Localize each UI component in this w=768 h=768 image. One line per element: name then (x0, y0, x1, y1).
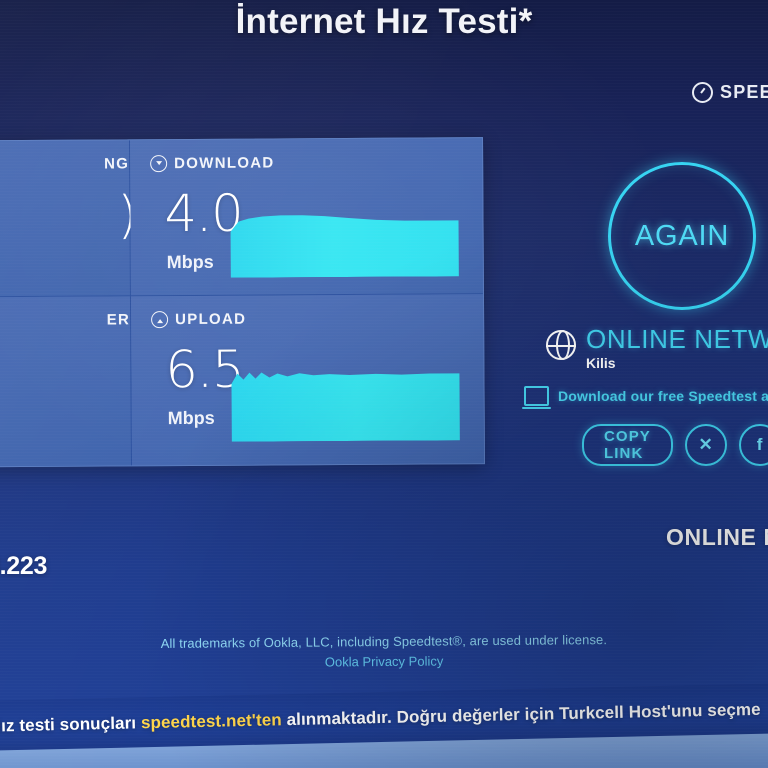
speedtest-logo-text: SPEEDTEST (720, 82, 768, 102)
download-app-link-label: Download our free Speedtest app (558, 388, 768, 404)
upload-label: UPLOAD (175, 310, 247, 329)
download-heading: DOWNLOAD (150, 153, 482, 173)
download-label: DOWNLOAD (174, 154, 275, 173)
download-arrow-icon (150, 155, 168, 173)
ip-address: 8.223 (0, 552, 48, 580)
download-app-link[interactable]: Download our free Speedtest app (522, 386, 768, 409)
connection-provider[interactable]: ONLINE NETWOR Kilis (545, 324, 768, 372)
page-title: İnternet Hız Testi* (235, 2, 533, 41)
speedtest-gauge-icon (692, 82, 713, 103)
disclaimer-highlight: speedtest.net'ten (140, 710, 282, 733)
share-controls: COPY LINK ✕ f (582, 424, 768, 466)
result-cell-upload: UPLOAD 6.5 Mbps (130, 294, 484, 466)
jitter-label: ER (106, 311, 131, 329)
ping-label: NG (103, 155, 130, 173)
disclaimer-after: alınmaktadır. Doğru değerler için Turkce… (281, 699, 761, 730)
result-cell-download: DOWNLOAD 4.0 Mbps (130, 138, 483, 297)
facebook-glyph: f (756, 435, 763, 454)
result-cell-ping: NG ) (0, 140, 138, 298)
disclaimer-before: Hız testi sonuçları (0, 713, 142, 736)
x-twitter-glyph: ✕ (698, 435, 713, 454)
download-sparkline (228, 208, 460, 278)
results-grid: NG ) DOWNLOAD 4.0 Mbps (0, 137, 485, 468)
laptop-icon (522, 386, 551, 409)
again-button-label: AGAIN (634, 219, 730, 252)
copy-link-label: COPY LINK (604, 428, 651, 462)
footer: All trademarks of Ookla, LLC, including … (0, 629, 768, 676)
x-twitter-icon[interactable]: ✕ (684, 424, 727, 466)
copy-link-button[interactable]: COPY LINK (582, 424, 673, 466)
again-button[interactable]: AGAIN (608, 162, 756, 310)
disclaimer-text: *Hız testi sonuçları speedtest.net'ten a… (0, 700, 761, 737)
result-cell-jitter: ER (0, 296, 132, 467)
provider-name: ONLINE NETWOR (586, 324, 768, 354)
facebook-icon[interactable]: f (738, 424, 768, 466)
upload-heading: UPLOAD (151, 309, 483, 329)
provider-city: Kilis (586, 355, 616, 372)
upload-sparkline (229, 362, 461, 442)
speedtest-logo[interactable]: SPEEDTEST (692, 82, 768, 103)
online-network-heading: ONLINE N (666, 524, 768, 550)
globe-icon (545, 329, 577, 361)
upload-arrow-icon (151, 311, 169, 329)
